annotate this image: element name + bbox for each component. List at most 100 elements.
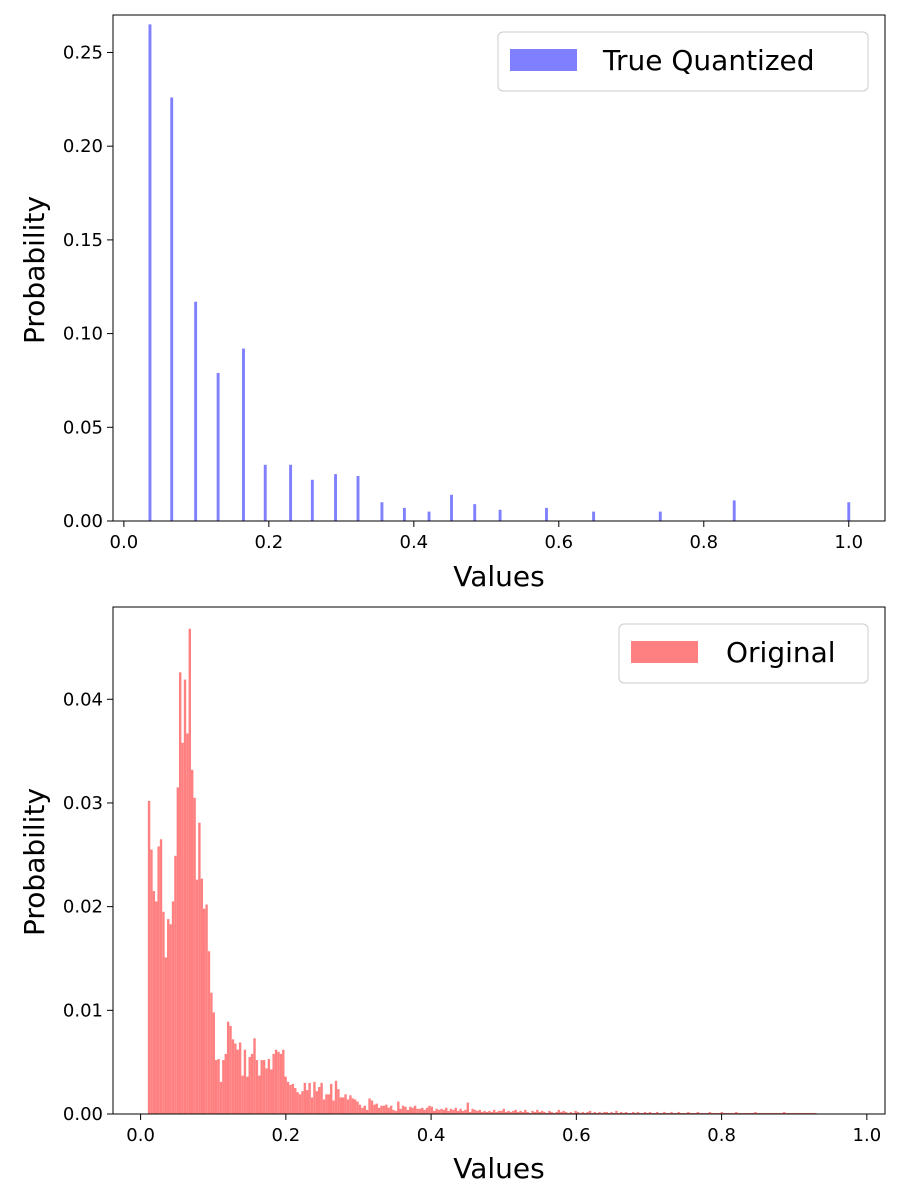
chart-bottom-bar [435,1108,438,1114]
chart-top-bar [658,511,662,521]
chart-bottom-bar [495,1111,498,1114]
chart-bottom-bar [447,1110,450,1114]
chart-top-bar [170,97,174,522]
chart-bottom-bar [699,1112,702,1114]
chart-bottom-bar [780,1112,783,1114]
chart-top-bar [310,479,314,521]
chart-bottom-legend-box [618,623,869,684]
chart-bottom-bar [600,1112,604,1114]
chart-bottom-bar [469,1111,472,1114]
chart-bottom-bar [152,891,156,1114]
chart-bottom-bar [761,1112,764,1114]
chart-bottom-bar [759,1112,762,1114]
chart-top-x-ticks: 0.0 0.2 0.4 0.6 0.8 1.0 [110,521,863,553]
chart-bottom-bar [643,1111,647,1114]
chart-bottom-bar [751,1112,755,1114]
chart-bottom-bar [397,1101,400,1114]
chart-bottom-bar [442,1109,446,1114]
chart-bottom-bar [550,1111,553,1114]
chart-bottom-bar [193,797,196,1114]
chart-bottom-bar [296,1092,299,1114]
chart-bottom-bar [404,1106,407,1114]
chart-bottom-bar [250,1053,254,1114]
chart-bottom-bar [171,901,175,1114]
chart-top-legend-box [497,31,869,92]
chart-bottom-bar [739,1112,743,1114]
chart-bottom-bar [226,1021,230,1114]
chart-bottom-bar [576,1111,580,1114]
chart-bottom-bar [804,1112,807,1114]
chart-bottom-bar [207,951,211,1114]
chart-top-bar [402,507,406,521]
chart-bottom-bar [723,1112,726,1114]
chart-bottom-bar [272,1053,275,1114]
chart-top-y-tick-label: 0.00 [63,511,103,532]
chart-bottom-bar [368,1098,371,1114]
chart-bottom-bar [260,1060,263,1114]
chart-bottom-bar [176,787,180,1114]
chart-bottom-bar [339,1097,342,1114]
chart-bottom-bar [634,1112,637,1114]
chart-bottom-bar [806,1112,810,1114]
chart-bottom-bar [155,901,158,1114]
chart-bottom-bar [617,1112,620,1114]
chart-bottom-bar [555,1111,558,1114]
chart-bottom-bar [167,919,170,1114]
chart-bottom-bar [744,1112,748,1114]
chart-bottom-bar [282,1049,285,1114]
chart-bottom-bar [365,1109,369,1114]
chart-bottom-bar [735,1111,738,1114]
chart-bottom-bar [490,1111,493,1114]
chart-bottom-bar [569,1111,573,1114]
chart-bottom-bar [409,1106,412,1114]
chart-bottom-bar [811,1112,815,1114]
chart-top-y-tick-label: 0.25 [63,42,103,63]
chart-bottom-bar [392,1109,395,1114]
chart-bottom-bar [411,1107,414,1114]
chart-bottom-bar [778,1112,781,1114]
chart-bottom-bar [361,1107,364,1114]
chart-bottom-bar [183,679,187,1114]
chart-bottom-bar [519,1110,522,1114]
chart-bottom-bar [188,628,191,1114]
chart-bottom-bar [330,1083,333,1114]
chart-bottom-bar [703,1112,707,1114]
chart-bottom-bar [775,1112,779,1114]
chart-bottom-x-tick-label: 0.8 [707,1125,736,1146]
chart-bottom-bar [179,672,182,1114]
chart-bottom-bar [162,911,165,1114]
chart-bottom-bar [289,1084,292,1114]
chart-bottom-bar [696,1111,700,1114]
chart-bottom-bar [325,1094,328,1114]
chart-bottom-bar [380,1105,383,1114]
chart-bottom-bar [195,879,199,1114]
chart-bottom-bar [627,1112,630,1114]
chart-bottom-bar [586,1111,589,1114]
chart-bottom-bar [629,1112,632,1114]
chart-bottom-bar [258,1075,261,1114]
chart-bottom-bar [480,1111,484,1114]
chart-bottom-bar [440,1108,443,1114]
chart-bottom-bar [191,769,194,1114]
chart-bottom-bar [766,1112,769,1114]
chart-top-plot-frame [112,14,886,522]
chart-bottom-bar [274,1049,278,1114]
chart-bottom-x-tick-label: 1.0 [853,1125,882,1146]
chart-bottom-bar [512,1110,515,1114]
chart-bottom-bar [454,1107,458,1114]
chart-bottom-bar [507,1110,510,1114]
chart-bottom-bar [660,1112,664,1114]
chart-bottom-bar [236,1049,239,1114]
chart-bottom-bar [306,1090,309,1114]
chart-bottom-bar [672,1112,676,1114]
chart-bottom-bar [560,1111,563,1114]
chart-bottom-bar [732,1112,736,1114]
chart-bottom-bar [725,1112,728,1114]
chart-bottom-bar [579,1112,582,1114]
chart-bottom-bar [298,1094,302,1114]
chart-bottom-bar [255,1060,259,1114]
chart-bottom-bar [588,1110,592,1114]
chart-bottom-bar [624,1111,628,1114]
chart-bottom-x-tick-label: 0.6 [562,1125,591,1146]
chart-bottom-bar [449,1108,453,1114]
